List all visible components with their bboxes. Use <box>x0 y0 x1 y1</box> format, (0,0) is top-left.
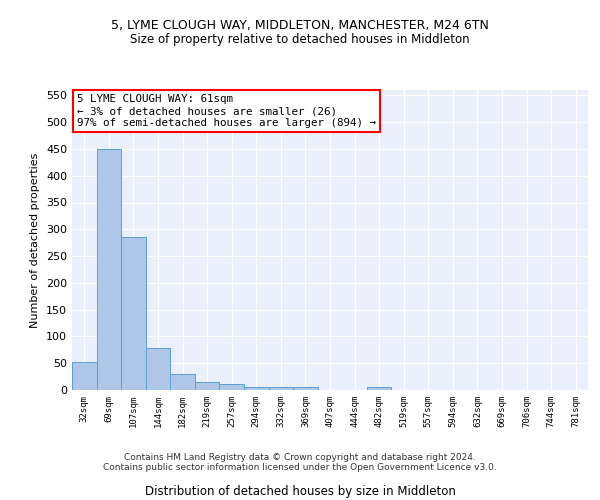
Bar <box>220 384 244 390</box>
Bar <box>146 348 170 390</box>
Text: 5 LYME CLOUGH WAY: 61sqm
← 3% of detached houses are smaller (26)
97% of semi-de: 5 LYME CLOUGH WAY: 61sqm ← 3% of detache… <box>77 94 376 128</box>
Bar <box>195 382 220 390</box>
Bar <box>293 387 318 390</box>
Y-axis label: Number of detached properties: Number of detached properties <box>31 152 40 328</box>
Text: Contains public sector information licensed under the Open Government Licence v3: Contains public sector information licen… <box>103 464 497 472</box>
Bar <box>244 388 269 390</box>
Bar <box>97 149 121 390</box>
Text: Distribution of detached houses by size in Middleton: Distribution of detached houses by size … <box>145 484 455 498</box>
Bar <box>170 374 195 390</box>
Bar <box>72 362 97 390</box>
Bar <box>367 388 391 390</box>
Text: 5, LYME CLOUGH WAY, MIDDLETON, MANCHESTER, M24 6TN: 5, LYME CLOUGH WAY, MIDDLETON, MANCHESTE… <box>111 20 489 32</box>
Bar <box>269 388 293 390</box>
Text: Size of property relative to detached houses in Middleton: Size of property relative to detached ho… <box>130 33 470 46</box>
Text: Contains HM Land Registry data © Crown copyright and database right 2024.: Contains HM Land Registry data © Crown c… <box>124 454 476 462</box>
Bar <box>121 238 146 390</box>
